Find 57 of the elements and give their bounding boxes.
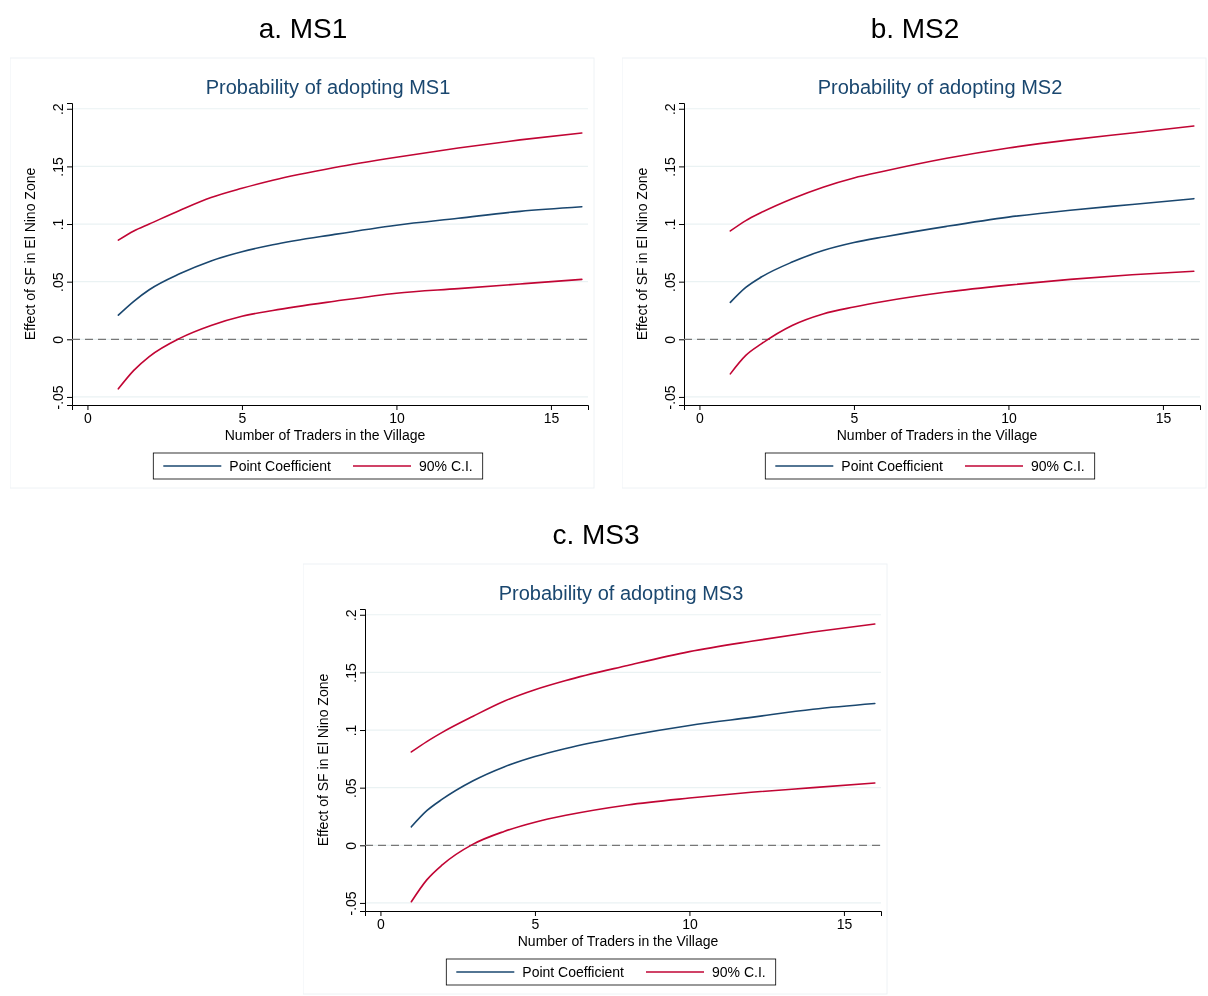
y-tick-label: -.05 xyxy=(50,385,66,410)
line-series xyxy=(410,782,876,903)
y-tick-label: .05 xyxy=(50,272,66,292)
y-tick-label: .1 xyxy=(343,724,359,737)
chart-subtitle: Probability of adopting MS3 xyxy=(498,582,744,604)
x-tick-label: 0 xyxy=(696,409,705,426)
y-tick-label: .05 xyxy=(343,778,359,798)
y-tick-label: .15 xyxy=(662,156,678,177)
chart-subtitle: Probability of adopting MS1 xyxy=(205,76,451,98)
line-series xyxy=(729,270,1195,375)
line-series xyxy=(729,197,1195,304)
x-tick-label: 10 xyxy=(389,409,405,426)
x-axis-title: Number of Traders in the Village xyxy=(836,427,1038,443)
chart-title: b. MS2 xyxy=(870,13,960,44)
y-tick-label: .15 xyxy=(50,156,66,177)
x-tick-label: 10 xyxy=(682,915,698,932)
y-axis-title: Effect of SF in El Nino Zone xyxy=(634,167,650,341)
y-tick-label: 0 xyxy=(50,335,66,344)
line-series xyxy=(117,132,583,241)
y-tick-label: -.05 xyxy=(662,385,678,410)
line-series xyxy=(729,125,1195,232)
y-tick-label: .2 xyxy=(343,609,359,622)
y-axis-title: Effect of SF in El Nino Zone xyxy=(315,673,331,847)
x-tick-label: 5 xyxy=(531,915,540,932)
y-tick-label: 0 xyxy=(343,841,359,850)
y-axis-title: Effect of SF in El Nino Zone xyxy=(22,167,38,341)
x-axis-title: Number of Traders in the Village xyxy=(517,933,719,949)
chart-title: a. MS1 xyxy=(258,13,348,44)
x-tick-label: 15 xyxy=(1155,409,1172,426)
x-tick-label: 0 xyxy=(377,915,386,932)
legend-label: 90% C.I. xyxy=(712,964,766,980)
y-tick-label: .15 xyxy=(343,662,359,683)
line-series xyxy=(410,623,876,753)
legend-label: Point Coefficient xyxy=(522,964,625,980)
legend-label: 90% C.I. xyxy=(1031,458,1085,474)
y-tick-label: .1 xyxy=(50,218,66,231)
line-series xyxy=(117,205,583,316)
x-tick-label: 15 xyxy=(836,915,853,932)
y-tick-label: -.05 xyxy=(343,891,359,916)
x-axis-title: Number of Traders in the Village xyxy=(224,427,426,443)
y-tick-label: .2 xyxy=(662,103,678,116)
x-tick-label: 5 xyxy=(850,409,859,426)
y-tick-label: .1 xyxy=(662,218,678,231)
line-series xyxy=(117,278,583,390)
x-tick-label: 5 xyxy=(238,409,247,426)
legend-label: 90% C.I. xyxy=(419,458,473,474)
line-series xyxy=(410,702,876,828)
y-tick-label: .2 xyxy=(50,103,66,116)
legend-label: Point Coefficient xyxy=(841,458,944,474)
x-tick-label: 15 xyxy=(543,409,560,426)
y-tick-label: 0 xyxy=(662,335,678,344)
x-tick-label: 0 xyxy=(84,409,93,426)
chart-title: c. MS3 xyxy=(552,519,640,550)
x-tick-label: 10 xyxy=(1001,409,1017,426)
legend-label: Point Coefficient xyxy=(229,458,332,474)
y-tick-label: .05 xyxy=(662,272,678,292)
chart-subtitle: Probability of adopting MS2 xyxy=(817,76,1063,98)
